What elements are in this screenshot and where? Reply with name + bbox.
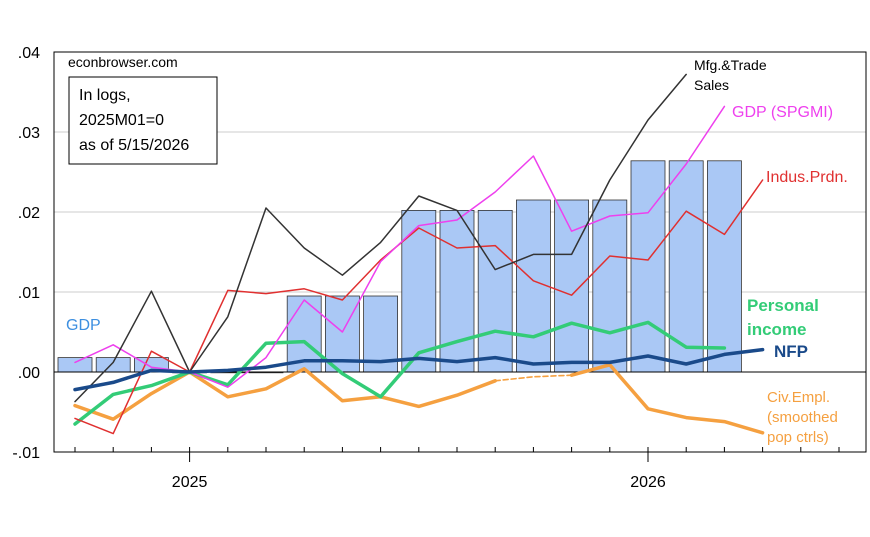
series-line-mfg xyxy=(74,73,687,403)
gdp-bar xyxy=(439,209,475,373)
series-label-civ-empl-line-1: Civ.Empl. xyxy=(767,389,830,406)
series-line-personal-income xyxy=(73,320,727,426)
gdp-bar xyxy=(516,199,551,373)
gdp-bar xyxy=(477,209,513,373)
note-line-3: as of 5/15/2026 xyxy=(79,137,189,154)
gdp-bar xyxy=(707,160,742,373)
y-tick-label: .03 xyxy=(18,125,40,142)
y-tick-label: .04 xyxy=(18,45,40,62)
gdp-bar xyxy=(592,199,628,373)
y-tick-label: -.01 xyxy=(12,445,40,462)
note-box-frame xyxy=(68,76,218,165)
y-tick-label: .02 xyxy=(18,205,40,222)
series-label-indus: Indus.Prdn. xyxy=(766,169,848,186)
y-tick-label: .01 xyxy=(18,285,40,302)
series-label-civ-empl-line-2: (smoothed xyxy=(767,409,838,426)
series-label-mfg-line-1: Mfg.&Trade xyxy=(694,57,767,73)
series-lines xyxy=(73,73,765,435)
watermark: econbrowser.com xyxy=(68,54,178,70)
x-tick-label: 2025 xyxy=(172,474,208,491)
gdp-bar xyxy=(668,160,704,373)
series-label-personal-income-line-1: Personal xyxy=(747,296,819,315)
y-tick-label: .00 xyxy=(18,365,40,382)
x-tick-labels: 2025 2026 xyxy=(172,474,666,491)
gdp-bar xyxy=(57,357,93,373)
x-tick-label: 2026 xyxy=(630,474,666,491)
series-label-nfp: NFP xyxy=(774,342,808,361)
gdp-bar xyxy=(630,160,666,373)
gdp-bar xyxy=(554,199,589,373)
note-box: In logs, 2025M01=0 as of 5/15/2026 xyxy=(68,76,218,165)
series-line-civ-empl xyxy=(494,374,573,382)
series-line-civ-empl xyxy=(569,363,765,435)
series-label-civ-empl-line-3: pop ctrls) xyxy=(767,429,829,446)
series-line-nfp xyxy=(73,347,765,392)
axis-ticks xyxy=(74,447,840,462)
series-label-gdp: GDP xyxy=(66,317,101,334)
gdp-bar xyxy=(95,357,131,373)
series-label-personal-income-line-2: income xyxy=(747,320,807,339)
plot-frame xyxy=(53,51,867,453)
series-labels: GDP Mfg.&Trade Sales GDP (SPGMI) Indus.P… xyxy=(66,57,848,446)
y-tick-labels: .04 .03 .02 .01 .00 -.01 xyxy=(12,45,40,462)
series-label-spgmi: GDP (SPGMI) xyxy=(732,104,833,121)
note-line-2: 2025M01=0 xyxy=(79,112,164,129)
series-line-civ-empl xyxy=(73,367,497,421)
series-label-mfg-line-2: Sales xyxy=(694,77,729,93)
note-line-1: In logs, xyxy=(79,87,131,104)
